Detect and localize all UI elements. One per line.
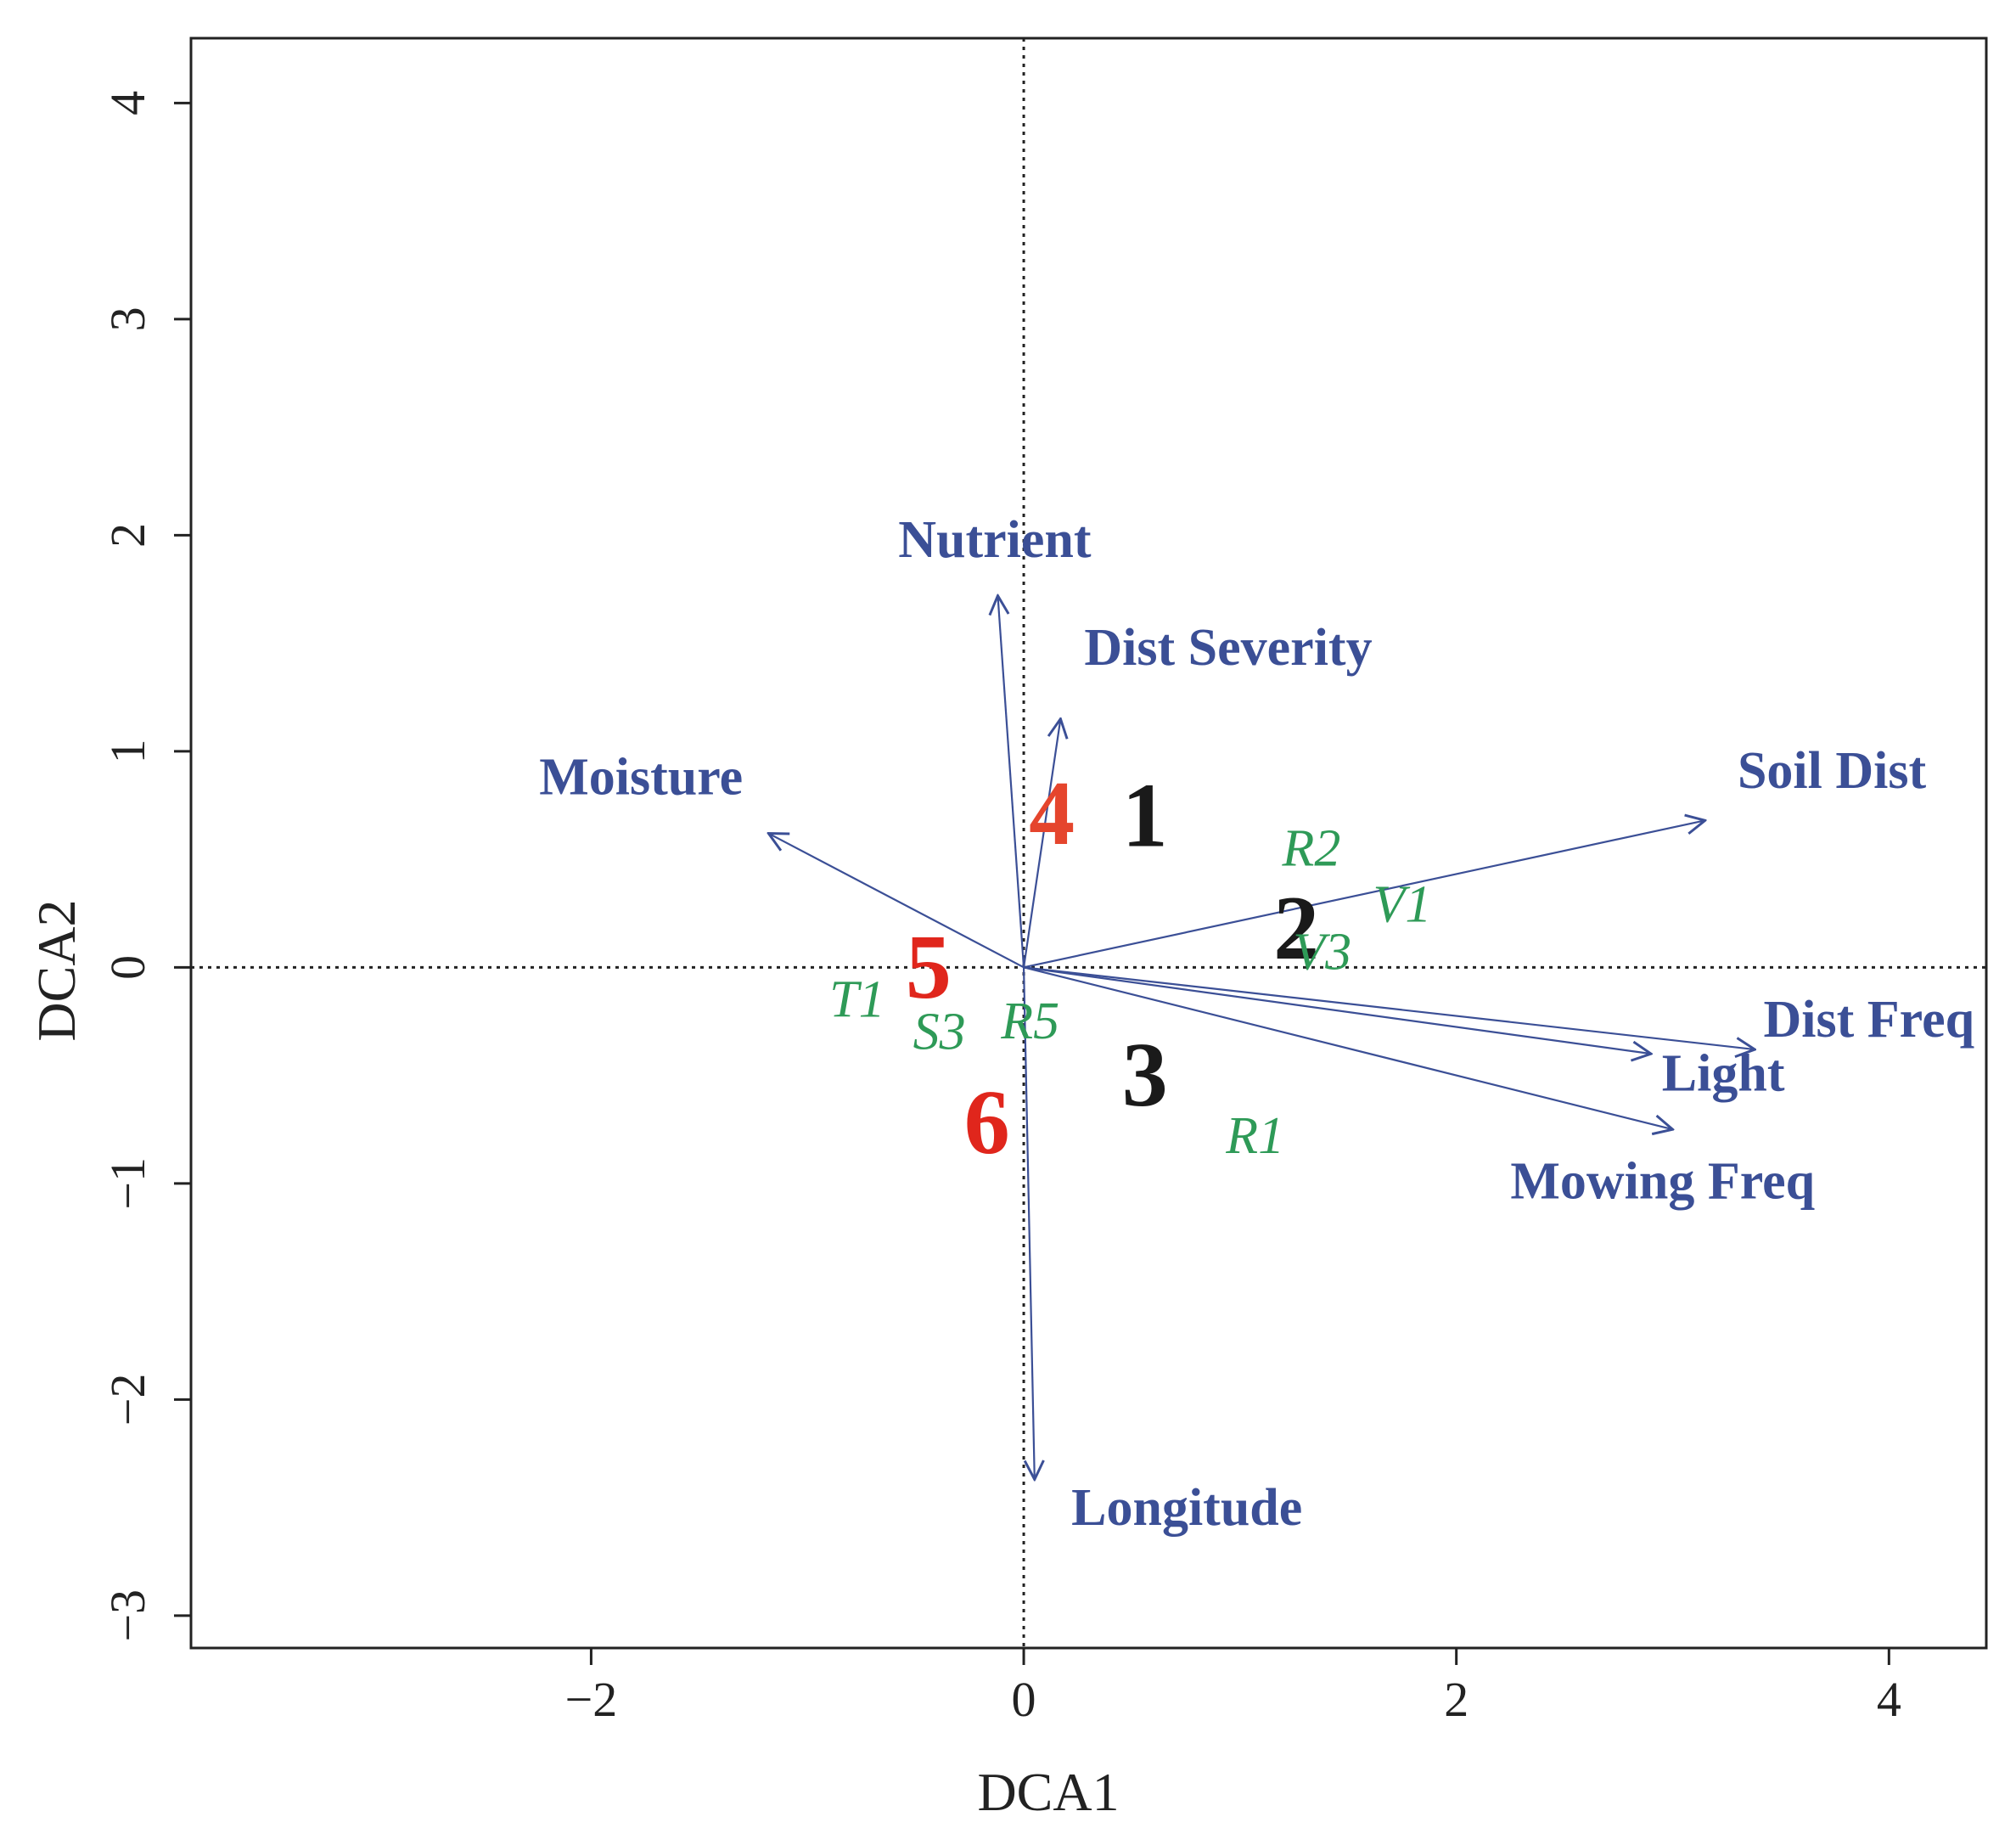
vector-nutrient [997, 596, 1025, 968]
site-label-r2: R2 [1282, 819, 1341, 877]
site-label-s3: S3 [913, 1004, 966, 1061]
group-label-1: 1 [1122, 766, 1168, 867]
vector-label-soil-dist: Soil Dist [1738, 742, 1927, 800]
x-tick-label: −2 [565, 1672, 618, 1727]
site-label-r5: R5 [1000, 993, 1059, 1050]
group-label-6: 6 [964, 1072, 1010, 1173]
vector-label-moisture: Moisture [539, 749, 743, 807]
y-tick-label: −2 [100, 1373, 155, 1426]
environmental-vectors: Nutrient Dist Severity Moisture Soil Dist Di… [539, 511, 1974, 1537]
vector-longitude [1022, 967, 1035, 1479]
reference-lines [191, 38, 1986, 1648]
y-tick-label: 3 [100, 307, 155, 331]
vector-label-nutrient: Nutrient [898, 511, 1092, 569]
x-axis-title: DCA1 [977, 1762, 1119, 1822]
y-tick-label: 2 [100, 523, 155, 548]
vector-label-mowing-freq: Mowing Freq [1510, 1153, 1815, 1211]
group-label-3: 3 [1122, 1025, 1168, 1126]
vector-label-dist-freq: Dist Freq [1764, 991, 1975, 1049]
y-tick-label: 0 [100, 955, 155, 980]
group-centroids: 1 2 3 456 [906, 763, 1319, 1173]
y-axis-title: DCA2 [26, 899, 87, 1041]
plot-frame [189, 37, 1988, 1650]
site-label-v3: V3 [1293, 924, 1351, 981]
vector-light [1023, 966, 1651, 1054]
group-label-5: 5 [906, 917, 952, 1018]
vector-label-dist-severity: Dist Severity [1084, 619, 1372, 677]
y-axis: −3 −2 −1 0 1 2 3 4 [100, 91, 191, 1642]
vector-dist-freq [1023, 966, 1755, 1049]
group-label-2: 2 [1273, 878, 1319, 979]
x-tick-label: 0 [1012, 1672, 1036, 1727]
vector-dist-severity [1022, 719, 1060, 968]
x-tick-label: 4 [1877, 1672, 1901, 1727]
x-axis: −2 0 2 4 [565, 1648, 1901, 1727]
y-tick-label: −1 [100, 1157, 155, 1210]
vector-mowing-freq [1023, 966, 1672, 1129]
vector-soil-dist [1023, 820, 1705, 969]
y-tick-label: 4 [100, 91, 155, 115]
site-label-r1: R1 [1225, 1107, 1284, 1165]
site-label-v1: V1 [1373, 876, 1432, 934]
vector-moisture [768, 834, 1025, 969]
y-tick-label: 1 [100, 739, 155, 763]
y-tick-label: −3 [100, 1589, 155, 1642]
site-labels: R2 V1 V3 T1 S3 R5 R1 [829, 819, 1431, 1164]
vector-label-longitude: Longitude [1071, 1479, 1302, 1537]
x-tick-label: 2 [1444, 1672, 1468, 1727]
group-label-4: 4 [1029, 763, 1075, 864]
site-label-t1: T1 [829, 971, 884, 1029]
vector-label-light: Light [1662, 1044, 1785, 1102]
